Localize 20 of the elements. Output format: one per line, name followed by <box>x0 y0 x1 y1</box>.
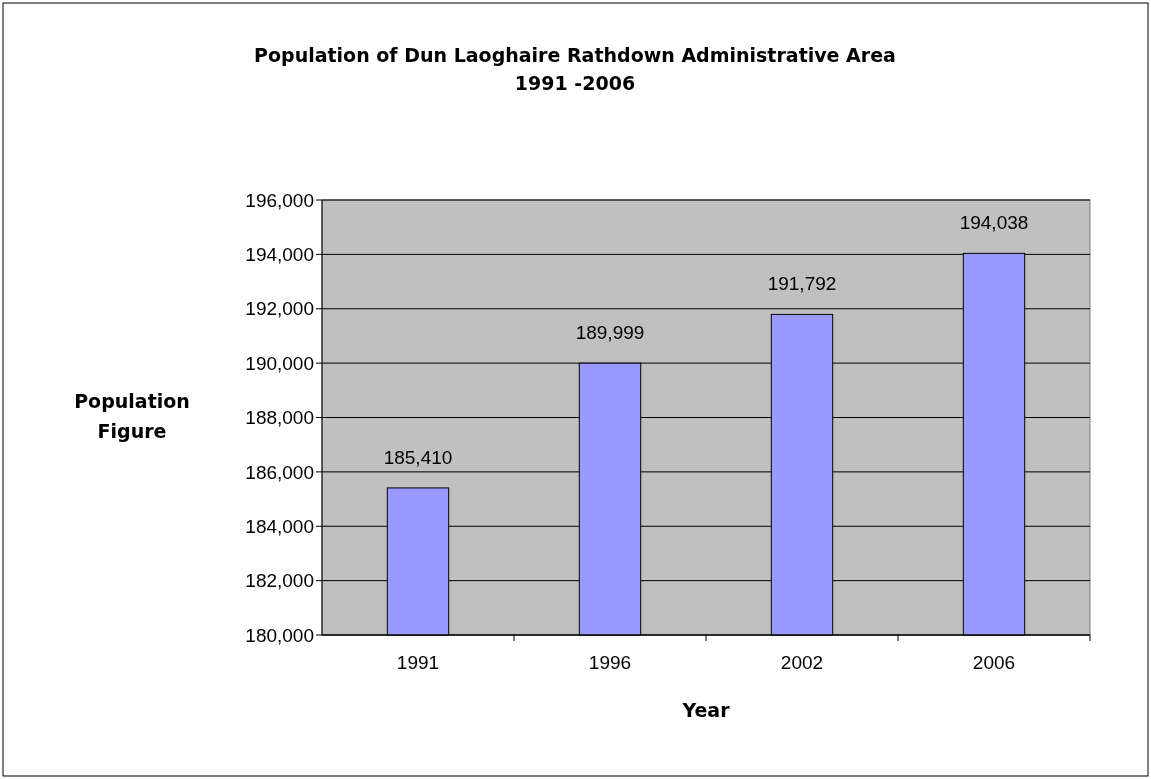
x-tick-label: 2006 <box>972 652 1016 673</box>
y-tick-label: 190,000 <box>245 352 314 374</box>
y-tick-label: 186,000 <box>245 461 314 483</box>
y-tick-label: 188,000 <box>245 407 314 429</box>
x-tick-label: 1996 <box>588 652 632 673</box>
x-tick-label: 2002 <box>780 652 824 673</box>
y-axis-title: Population Figure <box>74 390 190 442</box>
y-tick-label: 184,000 <box>245 515 314 537</box>
x-tick-label: 1991 <box>396 652 440 673</box>
data-label: 191,792 <box>767 273 837 295</box>
data-label: 185,410 <box>383 446 453 468</box>
y-tick-label: 196,000 <box>245 189 314 211</box>
chart-title: Population of Dun Laoghaire Rathdown Administrative Area 1991 -2006 <box>254 44 896 94</box>
y-tick-label: 180,000 <box>245 624 314 646</box>
data-label: 194,038 <box>959 212 1029 234</box>
data-label: 189,999 <box>575 322 645 344</box>
y-tick-label: 194,000 <box>245 244 314 266</box>
x-axis-title: Year <box>681 699 731 721</box>
y-tick-label: 192,000 <box>245 298 314 320</box>
y-tick-label: 182,000 <box>245 570 314 592</box>
